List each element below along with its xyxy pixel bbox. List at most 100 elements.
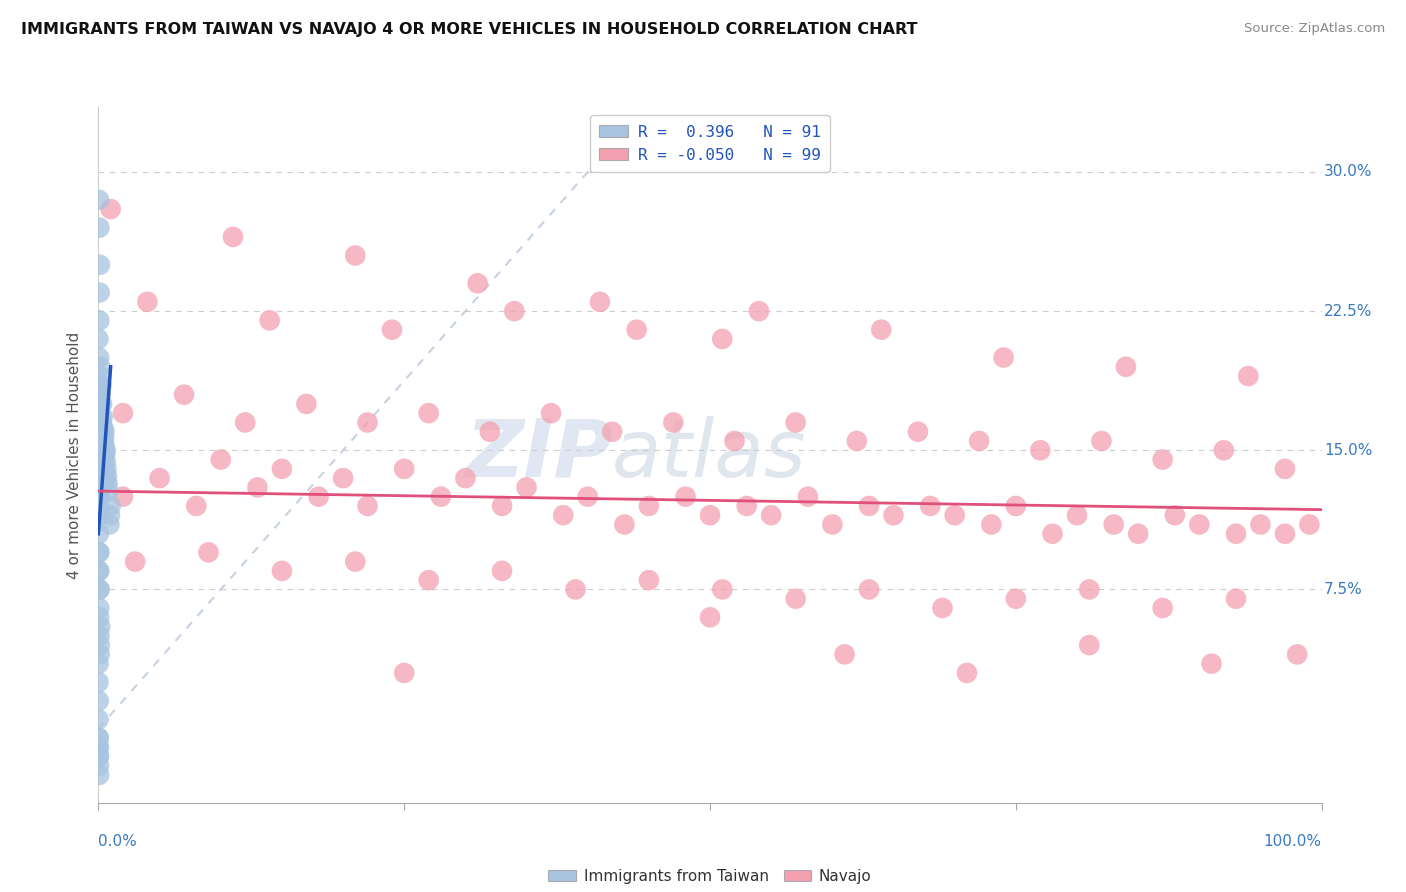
Point — [149, 471, 172, 485]
Point — [564, 582, 586, 597]
Point — [870, 323, 893, 337]
Point — [600, 425, 623, 439]
Point — [785, 591, 807, 606]
Point — [821, 517, 844, 532]
Point — [1152, 452, 1174, 467]
Point — [89, 406, 111, 420]
Legend: Immigrants from Taiwan, Navajo: Immigrants from Taiwan, Navajo — [543, 863, 877, 890]
Point — [94, 443, 117, 458]
Point — [91, 467, 114, 482]
Point — [467, 277, 489, 291]
Point — [1152, 601, 1174, 615]
Point — [186, 499, 208, 513]
Point — [197, 545, 219, 559]
Point — [91, 476, 114, 491]
Point — [89, 582, 111, 597]
Text: Source: ZipAtlas.com: Source: ZipAtlas.com — [1244, 22, 1385, 36]
Point — [91, 409, 114, 424]
Point — [96, 469, 118, 483]
Point — [89, 582, 111, 597]
Point — [91, 440, 114, 454]
Point — [699, 508, 721, 523]
Point — [89, 416, 111, 430]
Point — [1164, 508, 1187, 523]
Point — [943, 508, 966, 523]
Point — [1004, 499, 1026, 513]
Point — [87, 657, 110, 671]
Point — [1249, 517, 1271, 532]
Point — [87, 758, 110, 772]
Point — [87, 471, 110, 485]
Point — [87, 749, 110, 764]
Point — [515, 480, 537, 494]
Point — [1274, 462, 1296, 476]
Point — [90, 452, 112, 467]
Point — [90, 387, 112, 401]
Point — [94, 466, 117, 480]
Point — [87, 452, 110, 467]
Point — [392, 462, 416, 476]
Point — [270, 462, 294, 476]
Point — [785, 416, 807, 430]
Point — [100, 202, 122, 216]
Point — [1102, 517, 1125, 532]
Text: 15.0%: 15.0% — [1324, 442, 1372, 458]
Point — [956, 665, 979, 680]
Point — [87, 545, 110, 559]
Point — [356, 416, 378, 430]
Point — [613, 517, 636, 532]
Point — [97, 476, 120, 491]
Point — [761, 508, 783, 523]
Point — [89, 768, 111, 782]
Point — [96, 462, 118, 476]
Point — [381, 323, 404, 337]
Point — [209, 452, 232, 467]
Point — [491, 564, 513, 578]
Point — [90, 378, 112, 392]
Point — [1078, 582, 1101, 597]
Point — [89, 220, 111, 235]
Point — [1004, 591, 1026, 606]
Point — [553, 508, 575, 523]
Point — [87, 508, 110, 523]
Point — [993, 351, 1015, 365]
Point — [90, 397, 112, 411]
Point — [124, 555, 146, 569]
Point — [87, 740, 110, 755]
Point — [1237, 369, 1260, 384]
Point — [111, 406, 134, 420]
Text: 22.5%: 22.5% — [1324, 303, 1372, 318]
Point — [94, 473, 117, 487]
Point — [93, 458, 115, 472]
Point — [589, 294, 612, 309]
Point — [1042, 526, 1064, 541]
Point — [711, 332, 734, 346]
Point — [1066, 508, 1088, 523]
Point — [91, 428, 114, 442]
Point — [87, 675, 110, 690]
Point — [1286, 648, 1309, 662]
Point — [89, 629, 111, 643]
Point — [491, 499, 513, 513]
Point — [356, 499, 378, 513]
Point — [89, 490, 111, 504]
Point — [173, 387, 195, 401]
Point — [89, 285, 111, 300]
Point — [1078, 638, 1101, 652]
Point — [1029, 443, 1052, 458]
Point — [87, 749, 110, 764]
Point — [89, 258, 111, 272]
Point — [91, 458, 114, 472]
Text: 100.0%: 100.0% — [1264, 834, 1322, 849]
Point — [576, 490, 599, 504]
Point — [89, 397, 111, 411]
Text: 7.5%: 7.5% — [1324, 582, 1362, 597]
Point — [295, 397, 318, 411]
Point — [270, 564, 294, 578]
Point — [87, 564, 110, 578]
Point — [89, 601, 111, 615]
Point — [834, 648, 856, 662]
Point — [87, 526, 110, 541]
Point — [87, 387, 110, 401]
Point — [540, 406, 562, 420]
